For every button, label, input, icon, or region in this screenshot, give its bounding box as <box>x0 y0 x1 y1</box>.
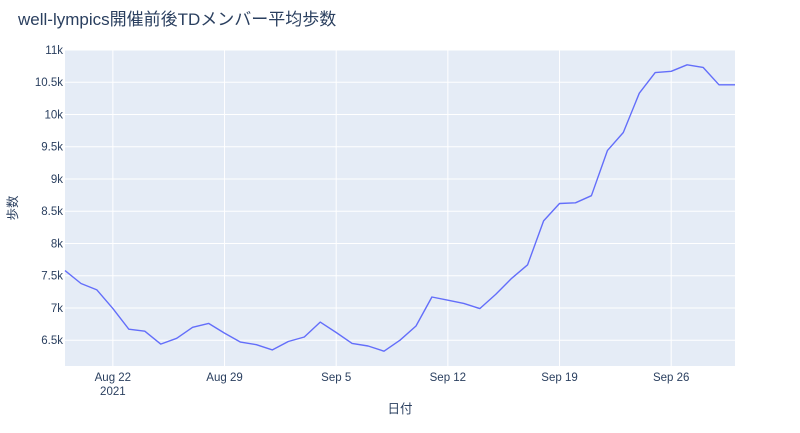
y-axis-ticks: 6.5k 7k 7.5k 8k 8.5k 9k 9.5k 10k 10.5k 11k <box>35 45 63 347</box>
y-tick-label: 9k <box>51 174 63 186</box>
y-tick-label: 7.5k <box>41 271 63 283</box>
y-tick-label: 7k <box>51 303 63 315</box>
x-axis-title: 日付 <box>387 402 412 416</box>
y-tick-label: 10k <box>44 109 63 121</box>
y-axis-title: 歩数 <box>5 195 20 221</box>
x-tick-label: Aug 29 <box>206 372 242 384</box>
y-tick-label: 9.5k <box>41 142 63 154</box>
chart-title: well-lympics開催前後TDメンバー平均歩数 <box>17 10 336 29</box>
x-axis-ticks: Aug 22 2021 Aug 29 Sep 5 Sep 12 Sep 19 Sep 26 <box>95 372 690 398</box>
y-tick-label: 6.5k <box>41 335 63 347</box>
x-tick-label: Sep 5 <box>321 372 351 384</box>
x-tick-label: Sep 26 <box>653 372 689 384</box>
y-tick-label: 8.5k <box>41 206 63 218</box>
x-tick-label: Sep 19 <box>541 372 577 384</box>
y-gridlines <box>65 49 735 341</box>
x-tick-label: Sep 12 <box>430 372 466 384</box>
x-tick-label: Aug 22 <box>95 372 131 384</box>
x-tick-year-label: 2021 <box>100 386 126 398</box>
series-line <box>64 64 735 352</box>
series-layer <box>64 64 735 352</box>
x-gridlines <box>112 50 672 366</box>
y-tick-label: 11k <box>45 45 63 57</box>
y-tick-label: 8k <box>51 238 63 250</box>
y-tick-label: 10.5k <box>35 77 63 89</box>
plot-area <box>65 50 735 366</box>
